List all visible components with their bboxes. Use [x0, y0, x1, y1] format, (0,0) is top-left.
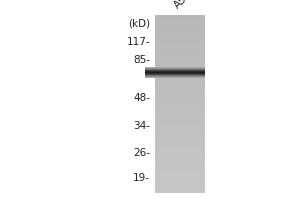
Text: 85-: 85- [133, 55, 150, 65]
Text: 34-: 34- [133, 121, 150, 131]
Text: 26-: 26- [133, 148, 150, 158]
Text: 48-: 48- [133, 93, 150, 103]
Text: A549: A549 [172, 0, 198, 10]
Text: (kD): (kD) [128, 18, 150, 28]
Text: 19-: 19- [133, 173, 150, 183]
Text: 117-: 117- [126, 37, 150, 47]
